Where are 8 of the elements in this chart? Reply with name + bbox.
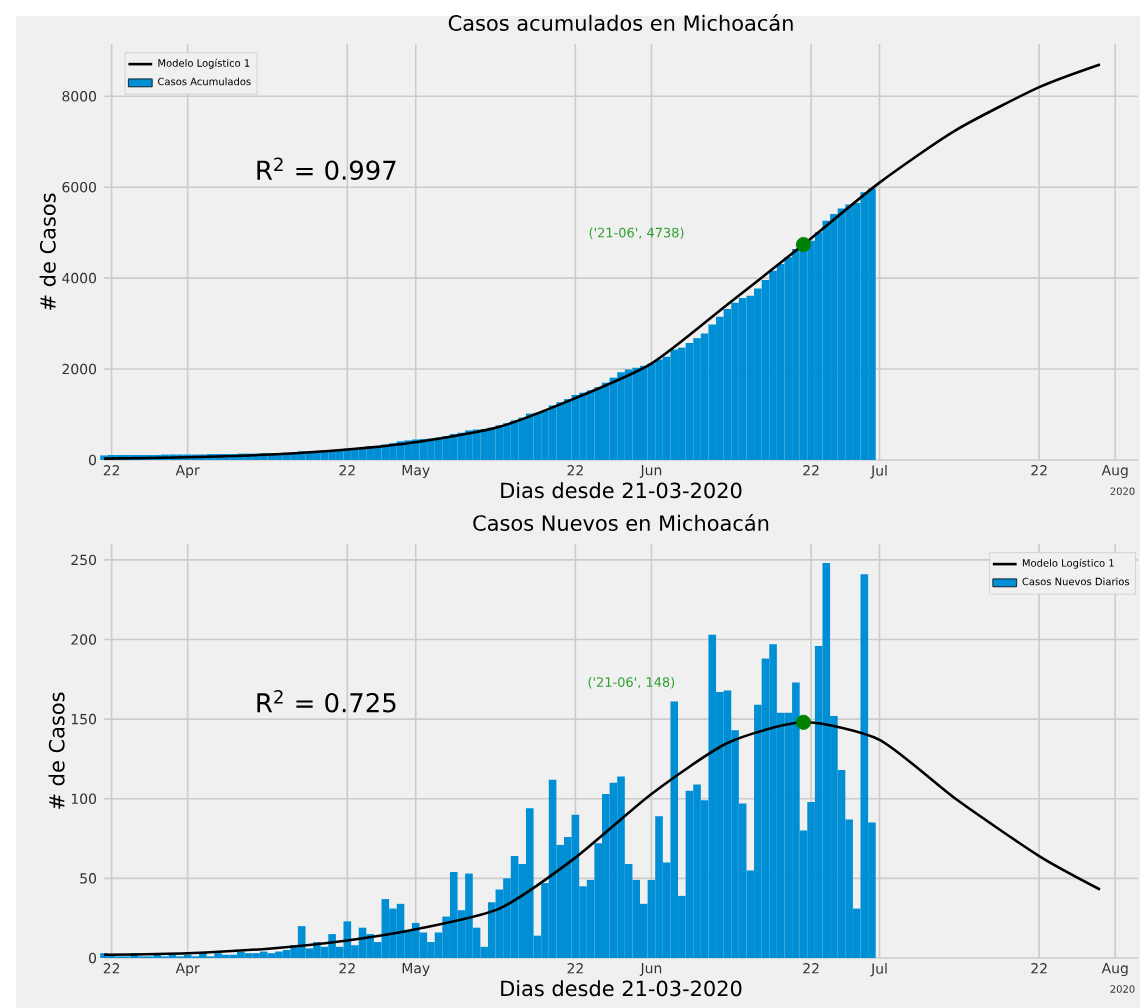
y-axis-title: # de Casos <box>48 692 65 809</box>
chart-title: Casos Nuevos en Michoacán <box>473 513 769 531</box>
annotation: R$^{2}$ = 0.997 <box>257 157 396 181</box>
x-axis-title: Dias desde 21-03-2020 <box>501 980 742 997</box>
chart-title: Casos acumulados en Michoacán <box>448 13 793 31</box>
y-axis-title: # de Casos <box>39 193 56 310</box>
annotation: R$^{2}$ = 0.725 <box>257 690 396 713</box>
x-axis-title: Dias desde 21-03-2020 <box>501 482 742 499</box>
